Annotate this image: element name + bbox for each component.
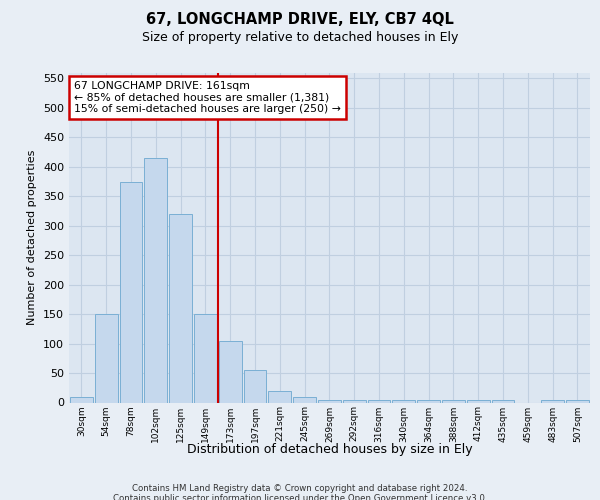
Bar (119, 182, 142, 402)
Bar (442, 400, 465, 402)
Bar (467, 400, 490, 402)
Bar (392, 400, 415, 402)
Bar (169, 214, 192, 402)
Bar (417, 400, 440, 402)
Bar (541, 400, 564, 402)
Text: 67 LONGCHAMP DRIVE: 161sqm
← 85% of detached houses are smaller (1,381)
15% of s: 67 LONGCHAMP DRIVE: 161sqm ← 85% of deta… (74, 80, 341, 114)
Bar (194, 314, 217, 402)
Text: Distribution of detached houses by size in Ely: Distribution of detached houses by size … (187, 442, 473, 456)
Text: Size of property relative to detached houses in Ely: Size of property relative to detached ho… (142, 31, 458, 44)
Bar (293, 396, 316, 402)
Bar (219, 340, 242, 402)
Bar (491, 400, 514, 402)
Bar (343, 400, 365, 402)
Bar (268, 390, 291, 402)
Bar (145, 158, 167, 402)
Bar (95, 314, 118, 402)
Bar (70, 396, 93, 402)
Bar (244, 370, 266, 402)
Y-axis label: Number of detached properties: Number of detached properties (28, 150, 37, 325)
Bar (318, 400, 341, 402)
Bar (566, 400, 589, 402)
Text: 67, LONGCHAMP DRIVE, ELY, CB7 4QL: 67, LONGCHAMP DRIVE, ELY, CB7 4QL (146, 12, 454, 28)
Text: Contains HM Land Registry data © Crown copyright and database right 2024.
Contai: Contains HM Land Registry data © Crown c… (113, 484, 487, 500)
Bar (368, 400, 391, 402)
